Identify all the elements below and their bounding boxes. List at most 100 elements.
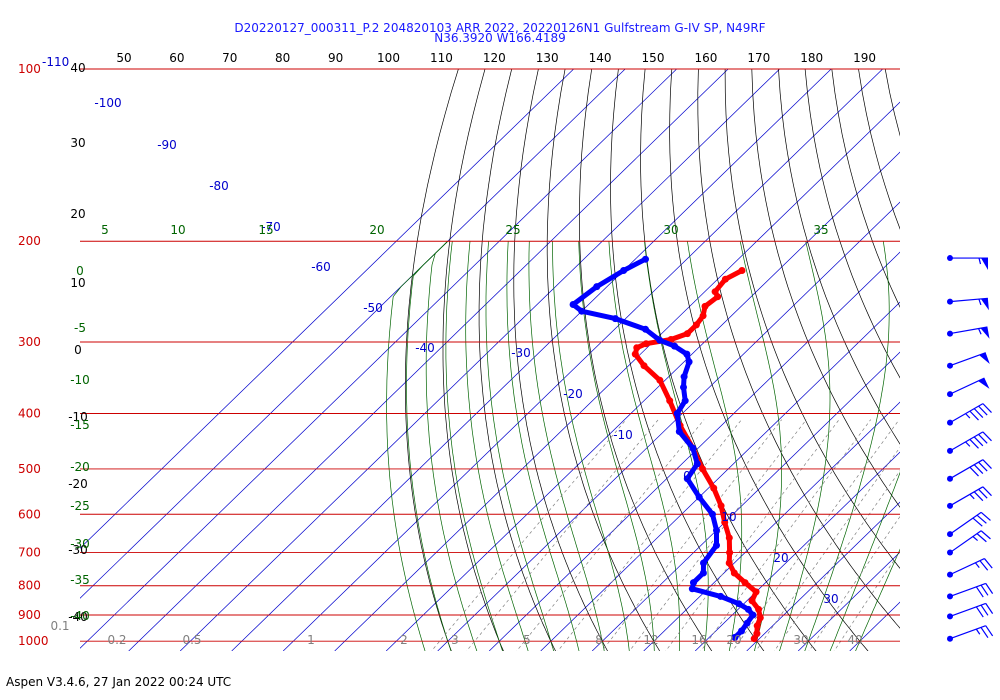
wind-barb bbox=[947, 255, 988, 271]
wind-barb bbox=[947, 558, 993, 578]
left-axis-label: 40 bbox=[70, 61, 85, 75]
left-green-label: -20 bbox=[70, 460, 90, 474]
dewpoint-point bbox=[713, 526, 720, 534]
temperature-point bbox=[642, 340, 650, 348]
isotherm-line bbox=[80, 69, 626, 599]
temperature-point bbox=[717, 502, 725, 510]
dewpoint-point bbox=[743, 619, 751, 627]
wind-barb-feather bbox=[982, 431, 992, 442]
wind-barb-staff bbox=[949, 558, 985, 576]
moist-adiabat-line bbox=[552, 241, 630, 651]
mixing-ratio-line bbox=[755, 446, 900, 651]
pressure-label: 600 bbox=[18, 507, 41, 521]
temperature-point bbox=[656, 376, 664, 384]
isotherm-label: 20 bbox=[773, 551, 788, 565]
isotherm-label: -80 bbox=[209, 179, 229, 193]
dry-adiabat-line bbox=[669, 69, 869, 651]
wind-barb-flag bbox=[980, 326, 990, 339]
moist-adiabat-line bbox=[485, 241, 554, 651]
wind-barb-feather bbox=[978, 433, 988, 444]
wind-barb-feather bbox=[979, 560, 989, 571]
wind-barb-flag bbox=[980, 298, 989, 311]
mixing-ratio-label: 0.1 bbox=[50, 619, 69, 633]
wind-barb-half bbox=[972, 536, 978, 542]
moist-adiabat-line bbox=[855, 548, 900, 651]
left-green-label: -35 bbox=[70, 573, 90, 587]
dry-adiabat-line bbox=[751, 69, 900, 508]
top-axis-label: 70 bbox=[222, 51, 237, 65]
top-axis-label: 180 bbox=[800, 51, 823, 65]
isotherm-line bbox=[179, 69, 780, 651]
left-green-label: -25 bbox=[70, 499, 90, 513]
top-axis-label: 80 bbox=[275, 51, 290, 65]
dewpoint-point bbox=[699, 569, 707, 577]
dry-adiabat-line bbox=[858, 69, 900, 230]
left-axis-label: -30 bbox=[68, 543, 88, 557]
mixing-ratio-line bbox=[808, 515, 900, 651]
wind-barb-staff bbox=[949, 582, 986, 597]
mixing-ratio-label: 20 bbox=[726, 633, 741, 647]
wind-barb bbox=[947, 511, 991, 538]
temperature-point bbox=[699, 465, 706, 473]
isotherm-label: -60 bbox=[311, 260, 331, 274]
wind-barb-flag bbox=[981, 258, 988, 271]
temperature-point bbox=[640, 362, 648, 370]
left-axis-label: 30 bbox=[70, 136, 85, 150]
top-axis-label: 60 bbox=[169, 51, 184, 65]
isotherm-line bbox=[437, 201, 900, 651]
isotherm-line bbox=[128, 69, 729, 651]
theta-e-label: 5 bbox=[101, 223, 109, 237]
pressure-label: 300 bbox=[18, 335, 41, 349]
isotherm-line bbox=[385, 151, 900, 651]
moist-adiabat-line bbox=[779, 241, 831, 651]
wind-barb-staff bbox=[949, 602, 986, 617]
dewpoint-point bbox=[683, 475, 691, 483]
moist-adiabat-line bbox=[687, 241, 743, 651]
mixing-ratio-line bbox=[601, 419, 782, 651]
moist-adiabat-line bbox=[506, 241, 580, 651]
dewpoint-point bbox=[688, 585, 696, 593]
pressure-label: 700 bbox=[18, 546, 41, 560]
dry-adiabat-line bbox=[697, 69, 900, 629]
moist-adiabat-line bbox=[608, 241, 680, 651]
dewpoint-point bbox=[673, 410, 681, 417]
left-axis-label: 20 bbox=[70, 207, 85, 221]
mixing-ratio-label: 0.2 bbox=[107, 633, 126, 647]
dewpoint-point bbox=[593, 283, 601, 291]
wind-barb-feather bbox=[982, 486, 992, 497]
isotherm-line bbox=[746, 501, 900, 651]
dewpoint-point bbox=[713, 541, 720, 549]
isotherm-line bbox=[591, 351, 900, 651]
dewpoint-point bbox=[717, 592, 725, 600]
dewpoint-point bbox=[681, 397, 689, 405]
wind-barb-feather bbox=[985, 583, 994, 594]
dewpoint-point bbox=[689, 444, 697, 452]
top-axis-label: 140 bbox=[589, 51, 612, 65]
dewpoint-point bbox=[680, 373, 688, 381]
theta-e-label: 30 bbox=[663, 223, 678, 237]
dry-adiabat-line bbox=[724, 69, 900, 569]
temperature-point bbox=[726, 549, 734, 557]
isotherm-label: -20 bbox=[563, 387, 583, 401]
wind-barb-half bbox=[965, 441, 971, 447]
dewpoint-point bbox=[738, 627, 745, 635]
dewpoint-point bbox=[685, 358, 693, 366]
wind-barb bbox=[947, 352, 990, 369]
wind-barb-feather bbox=[973, 491, 984, 502]
mixing-ratio-line bbox=[833, 550, 900, 651]
wind-barb-half bbox=[978, 298, 982, 306]
temperature-point bbox=[755, 605, 763, 613]
isotherm-line bbox=[231, 69, 832, 651]
mixing-ratio-label: 8 bbox=[595, 633, 603, 647]
wind-barb-feather bbox=[980, 584, 989, 596]
temperature-point bbox=[753, 622, 761, 630]
isotherm-label: -40 bbox=[415, 341, 435, 355]
moist-adiabat-line bbox=[829, 471, 900, 651]
dewpoint-point bbox=[683, 350, 691, 358]
dry-adiabat-line bbox=[513, 69, 608, 651]
temperature-point bbox=[633, 344, 641, 352]
temperature-point bbox=[667, 336, 675, 343]
wind-barb-staff bbox=[949, 403, 984, 424]
wind-barb bbox=[947, 459, 992, 482]
top-axis-label: 100 bbox=[377, 51, 400, 65]
